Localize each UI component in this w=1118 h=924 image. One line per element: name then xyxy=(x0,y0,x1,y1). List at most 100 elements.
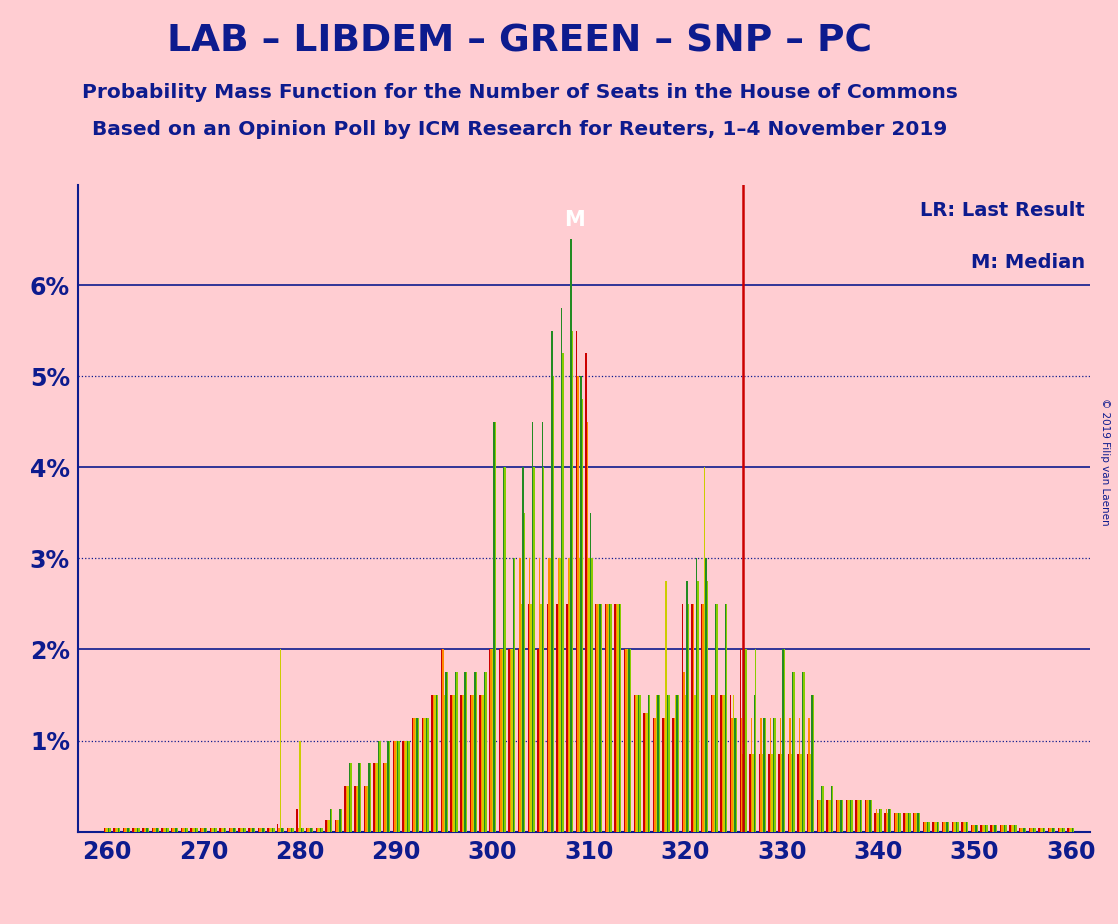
Bar xyxy=(956,822,957,832)
Bar xyxy=(1030,828,1032,832)
Bar xyxy=(761,754,764,832)
Bar xyxy=(653,718,654,832)
Bar xyxy=(446,672,448,832)
Bar xyxy=(812,695,813,832)
Bar xyxy=(646,713,647,832)
Bar xyxy=(136,828,139,832)
Bar xyxy=(754,695,755,832)
Bar xyxy=(904,813,907,832)
Bar xyxy=(625,650,627,832)
Bar xyxy=(800,754,802,832)
Bar xyxy=(154,828,157,832)
Bar xyxy=(201,828,202,832)
Bar xyxy=(1011,825,1012,832)
Bar xyxy=(259,828,260,832)
Bar xyxy=(405,740,407,832)
Bar xyxy=(356,786,357,832)
Bar xyxy=(916,813,918,832)
Bar xyxy=(214,828,216,832)
Bar xyxy=(492,650,493,832)
Bar xyxy=(480,695,481,832)
Bar xyxy=(607,604,609,832)
Bar xyxy=(688,604,689,832)
Bar xyxy=(620,604,622,832)
Bar xyxy=(181,828,182,832)
Bar xyxy=(946,822,948,832)
Bar xyxy=(484,672,485,832)
Bar xyxy=(589,513,591,832)
Bar xyxy=(698,581,699,832)
Bar xyxy=(529,558,530,832)
Bar xyxy=(408,740,409,832)
Bar xyxy=(596,604,598,832)
Bar xyxy=(142,828,143,832)
Bar xyxy=(982,825,984,832)
Bar xyxy=(145,828,146,832)
Bar xyxy=(282,828,283,832)
Bar xyxy=(966,822,967,832)
Bar xyxy=(707,581,708,832)
Bar xyxy=(890,808,891,832)
Bar xyxy=(831,786,832,832)
Bar xyxy=(164,828,165,832)
Bar xyxy=(349,763,350,832)
Bar xyxy=(576,331,577,832)
Bar xyxy=(798,718,800,832)
Bar xyxy=(701,604,702,832)
Bar xyxy=(264,828,265,832)
Bar xyxy=(510,650,511,832)
Bar xyxy=(616,604,617,832)
Bar xyxy=(874,813,875,832)
Bar xyxy=(320,828,321,832)
Bar xyxy=(211,828,212,832)
Bar xyxy=(856,799,858,832)
Bar xyxy=(963,822,964,832)
Bar xyxy=(693,604,694,832)
Bar xyxy=(222,828,224,832)
Bar xyxy=(330,808,331,832)
Bar xyxy=(250,828,253,832)
Bar xyxy=(307,828,309,832)
Bar xyxy=(1071,828,1073,832)
Bar xyxy=(941,822,944,832)
Bar xyxy=(348,786,349,832)
Bar xyxy=(986,825,987,832)
Bar xyxy=(394,740,396,832)
Bar xyxy=(722,695,723,832)
Bar xyxy=(984,825,985,832)
Bar xyxy=(200,828,201,832)
Bar xyxy=(657,695,659,832)
Bar xyxy=(760,718,761,832)
Bar xyxy=(771,754,773,832)
Bar xyxy=(300,740,301,832)
Bar xyxy=(759,754,760,832)
Bar xyxy=(639,695,641,832)
Bar xyxy=(743,650,746,832)
Bar xyxy=(271,828,272,832)
Bar xyxy=(229,828,230,832)
Bar xyxy=(992,825,993,832)
Bar xyxy=(541,421,543,832)
Bar xyxy=(397,740,398,832)
Bar xyxy=(716,604,717,832)
Bar xyxy=(249,828,250,832)
Bar xyxy=(558,558,559,832)
Bar xyxy=(504,468,505,832)
Bar xyxy=(540,604,541,832)
Bar xyxy=(666,695,669,832)
Bar xyxy=(471,695,473,832)
Bar xyxy=(455,672,456,832)
Bar xyxy=(735,718,736,832)
Bar xyxy=(837,799,838,832)
Bar xyxy=(778,754,779,832)
Bar xyxy=(543,468,544,832)
Bar xyxy=(579,558,580,832)
Bar xyxy=(280,650,282,832)
Bar xyxy=(875,808,878,832)
Text: Probability Mass Function for the Number of Seats in the House of Commons: Probability Mass Function for the Number… xyxy=(82,83,958,103)
Bar xyxy=(315,828,318,832)
Bar xyxy=(1032,828,1033,832)
Bar xyxy=(415,718,416,832)
Bar xyxy=(183,828,184,832)
Bar xyxy=(635,695,636,832)
